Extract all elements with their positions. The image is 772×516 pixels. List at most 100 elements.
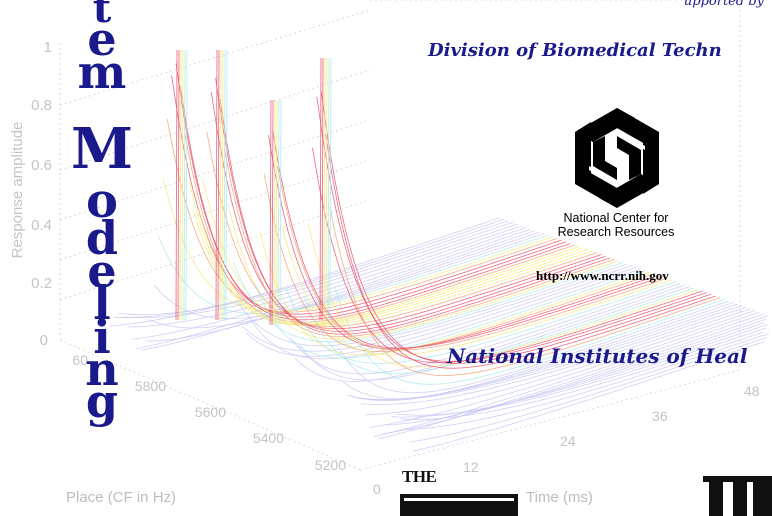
waterfall-trace (409, 337, 767, 443)
time-tick: 24 (560, 433, 576, 449)
peak-spike (221, 49, 224, 321)
title-letter: m (77, 45, 127, 99)
waterfall-trace (188, 181, 580, 325)
waterfall-trace (320, 91, 712, 364)
waterfall-trace (184, 133, 575, 323)
division-title: Division of Biomedical Techn (428, 40, 722, 61)
title-letter: i (93, 310, 111, 364)
vertical-title: t e m M o d e l i n g (52, 0, 152, 428)
partial-logo-graphic (703, 474, 772, 516)
waterfall-trace (395, 327, 767, 416)
waterfall-trace (303, 287, 694, 374)
title-letter: d (85, 211, 119, 265)
y-tick: 0.2 (31, 275, 52, 292)
waterfall-trace (413, 341, 765, 452)
x-axis-label: Place (CF in Hz) (66, 489, 177, 506)
waterfall-trace (140, 228, 531, 351)
peak-spike (177, 49, 180, 321)
peak-spike (181, 49, 184, 321)
y-axis-label: Response amplitude (9, 122, 26, 259)
title-letter: g (85, 374, 119, 428)
waterfall-trace (298, 286, 690, 381)
partial-logo-text: THE (402, 467, 437, 486)
waterfall-trace (400, 331, 765, 420)
waterfall-trace (197, 209, 589, 326)
x-tick: 5200 (315, 457, 346, 473)
waterfall-trace (281, 224, 672, 356)
x-tick: 5600 (195, 404, 226, 420)
time-tick: 12 (463, 459, 479, 475)
peak-spike (175, 49, 178, 321)
peak-spike (325, 57, 328, 321)
waterfall-trace (131, 225, 523, 340)
ncrr-name-line2: Research Resources (557, 225, 675, 239)
waterfall-trace (325, 134, 716, 369)
waterfall-trace (123, 221, 514, 319)
waterfall-trace (351, 305, 743, 401)
y-tick: 0.8 (31, 97, 52, 114)
peak-spike (319, 57, 322, 321)
waterfall-trace (268, 134, 659, 350)
waterfall-trace (263, 173, 655, 352)
ncrr-name: National Center for Research Resources (534, 211, 698, 239)
ncrr-url-link[interactable]: http://www.ncrr.nih.gov (536, 268, 669, 283)
waterfall-trace (228, 208, 619, 340)
waterfall-trace (232, 261, 624, 343)
waterfall-trace (254, 270, 646, 359)
partial-logo-graphic (400, 488, 518, 516)
waterfall-trace (312, 147, 703, 363)
time-axis-label: Time (ms) (526, 489, 593, 506)
waterfall-trace (365, 310, 756, 416)
waterfall-trace (237, 263, 628, 347)
peak-spike (185, 49, 188, 321)
y-tick: 0 (40, 332, 48, 349)
waterfall-trace (272, 131, 663, 349)
peak-spike (215, 49, 218, 321)
waterfall-trace (294, 284, 685, 382)
peak-spike (279, 99, 282, 326)
waterfall-trace (356, 306, 747, 401)
waterfall-trace (153, 233, 545, 319)
waterfall-trace (193, 210, 584, 326)
waterfall-trace (369, 311, 760, 428)
peak-spike (271, 99, 274, 326)
waterfall-trace (180, 86, 571, 321)
waterfall-trace (136, 227, 527, 350)
x-tick: 60 (72, 352, 88, 368)
waterfall-trace (334, 286, 725, 385)
ncrr-name-line1: National Center for (563, 211, 669, 225)
peak-spike (321, 57, 324, 321)
waterfall-trace (171, 75, 562, 315)
waterfall-trace (290, 283, 681, 375)
waterfall-trace (149, 231, 540, 329)
waterfall-trace (127, 223, 518, 328)
nih-title: National Institutes of Heal (447, 344, 748, 368)
waterfall-traces (109, 49, 769, 452)
waterfall-trace (387, 322, 765, 426)
peak-spike (277, 99, 280, 326)
waterfall-trace (338, 300, 729, 394)
waterfall-trace (259, 230, 650, 356)
waterfall-trace (145, 230, 536, 342)
waterfall-trace (224, 148, 615, 338)
supported-by-text: upported by (683, 0, 764, 9)
peak-spike (219, 49, 222, 321)
waterfall-trace (276, 165, 668, 351)
waterfall-trace (373, 313, 765, 438)
waterfall-trace (166, 118, 558, 313)
waterfall-trace (382, 318, 767, 435)
plot-box (59, 0, 741, 471)
time-tick: 36 (652, 408, 668, 424)
peak-spike (217, 49, 220, 321)
title-letter: t (92, 0, 112, 32)
title-letter: M (71, 116, 133, 182)
waterfall-trace (250, 268, 641, 360)
peak-spike (179, 49, 182, 321)
y-tick: 1 (44, 39, 52, 56)
title-letter: l (93, 276, 111, 330)
peak-spike (275, 99, 278, 326)
x-tick: 5800 (135, 378, 166, 394)
y-axis-ticks: 0 0.2 0.4 0.6 0.8 1 (31, 39, 52, 349)
peak-spike (223, 49, 226, 321)
waterfall-trace (285, 281, 677, 364)
